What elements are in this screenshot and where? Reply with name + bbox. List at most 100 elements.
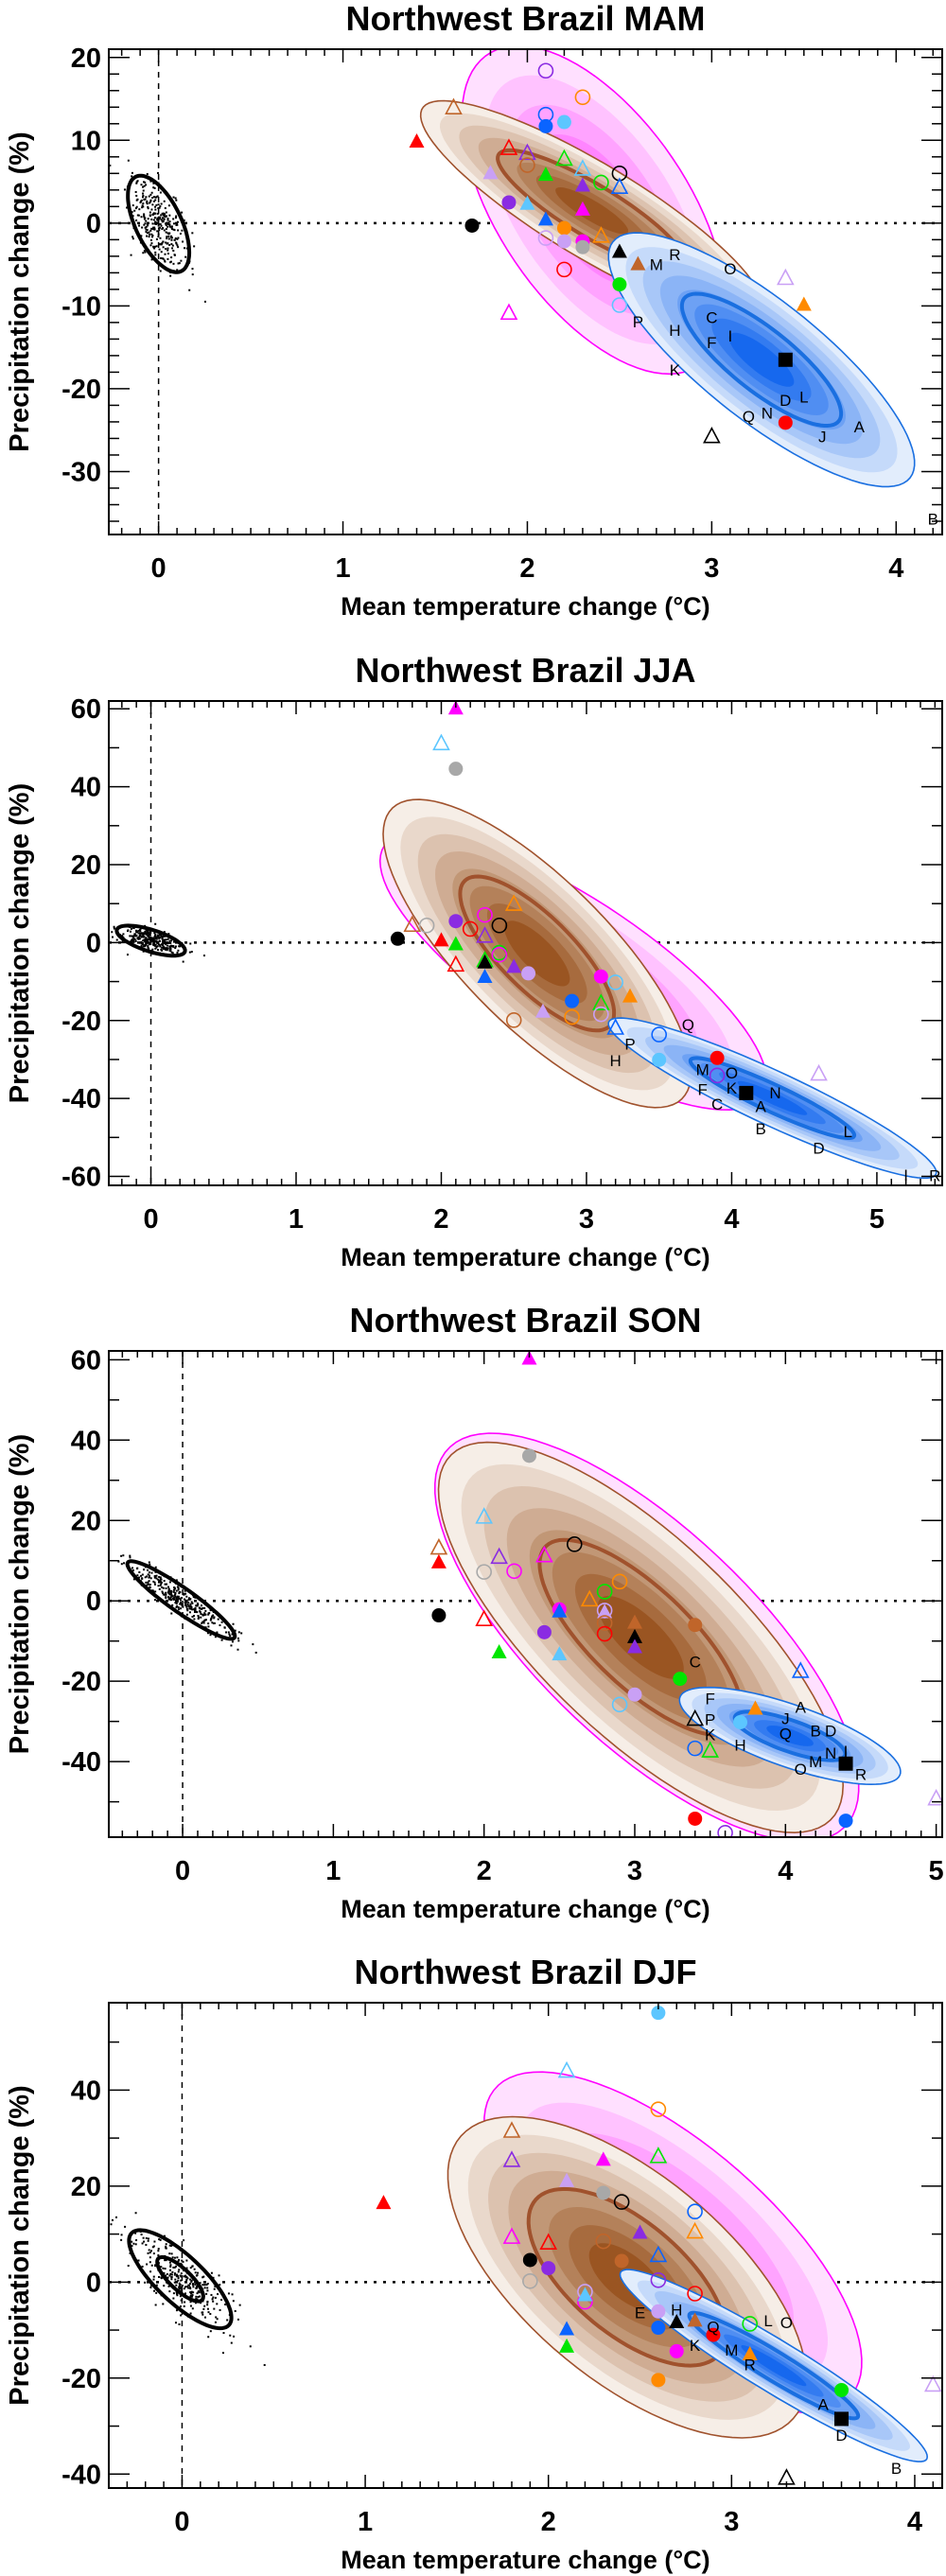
scatter-dot	[154, 217, 157, 219]
scatter-dot	[157, 233, 160, 236]
triangle-marker	[477, 954, 493, 969]
scatter-dot	[161, 936, 164, 938]
chart-panel-djf: E H Q L O K MR AD B 0 1 2 3 4 40 20 0 -20 -40 Northwest Bra…	[5, 1953, 943, 2574]
scatter-dot	[167, 2285, 170, 2287]
scatter-dot	[203, 2287, 206, 2289]
scatter-dot	[149, 202, 151, 204]
scatter-dot	[166, 237, 168, 240]
scatter-dot	[160, 948, 163, 951]
scatter-dot	[231, 1640, 234, 1643]
scatter-dot	[148, 2249, 150, 2252]
scatter-dot	[140, 942, 143, 945]
scatter-dot	[182, 1604, 184, 1607]
triangle-marker	[403, 915, 422, 933]
scatter-dot	[213, 2307, 216, 2310]
scatter-dot	[145, 941, 148, 944]
scatter-dot	[149, 244, 152, 247]
scatter-dot	[120, 2234, 123, 2236]
scatter-dot	[153, 938, 156, 940]
scatter-dot	[150, 191, 153, 194]
scatter-dot	[133, 933, 136, 936]
scatter-dot	[152, 246, 155, 249]
scatter-dot	[146, 2263, 149, 2266]
scatter-dot	[143, 181, 146, 184]
scatter-dot	[159, 222, 162, 225]
scatter-dot	[172, 945, 175, 948]
scatter-dot	[189, 2278, 192, 2281]
scatter-dot	[163, 215, 166, 218]
scatter-dot	[149, 937, 151, 939]
scatter-dot	[158, 218, 161, 220]
scatter-dot	[148, 936, 150, 938]
scatter-dot	[167, 1587, 170, 1590]
scatter-dot	[199, 1611, 201, 1614]
scatter-dot	[146, 930, 149, 933]
scatter-dot	[158, 2238, 161, 2241]
scatter-dot	[203, 1614, 206, 1617]
scatter-dot	[161, 1590, 164, 1593]
scatter-dot	[196, 1611, 199, 1614]
scatter-dot	[135, 181, 138, 184]
scatter-dot	[224, 2303, 227, 2305]
scatter-dot	[165, 227, 167, 230]
scatter-dot	[154, 1576, 157, 1579]
x-tick-label: 1	[289, 1204, 304, 1235]
circle-marker	[464, 218, 480, 233]
x-tick-label: 3	[579, 1204, 594, 1235]
scatter-dot	[180, 2262, 183, 2265]
scatter-dot	[163, 946, 166, 949]
scatter-dot	[165, 943, 167, 946]
scatter-dot	[127, 159, 130, 162]
scatter-dot	[142, 202, 145, 205]
scatter-dot	[203, 2284, 206, 2287]
scatter-dot	[145, 219, 148, 222]
scatter-dot	[134, 934, 137, 937]
scatter-dot	[146, 200, 149, 202]
scatter-dot	[154, 1566, 157, 1568]
triangle-marker	[791, 1661, 810, 1678]
ellipse-blue-contour	[688, 1056, 857, 1140]
scatter-dot	[206, 2287, 209, 2289]
scatter-dot	[134, 2243, 137, 2246]
scatter-dot	[201, 2276, 204, 2279]
circle-marker	[717, 1825, 733, 1837]
scatter-dot	[145, 929, 148, 932]
scatter-dot	[169, 950, 172, 953]
y-tick-label: 0	[86, 209, 101, 239]
triangle-marker	[627, 1628, 643, 1643]
triangle-marker	[447, 936, 464, 951]
x-tick-label: 0	[143, 1204, 158, 1235]
scatter-dot	[157, 227, 160, 230]
scatter-dot	[187, 2284, 190, 2287]
triangle-marker	[521, 1351, 537, 1365]
scatter-dot	[150, 233, 153, 236]
scatter-dot	[203, 2304, 206, 2307]
square-marker	[739, 1085, 754, 1100]
scatter-dot	[140, 184, 143, 186]
scatter-dot	[154, 220, 157, 223]
scatter-dot	[144, 930, 147, 933]
scatter-dot	[143, 223, 146, 226]
triangle-marker	[477, 969, 493, 984]
scatter-dot	[176, 2273, 179, 2276]
scatter-dot	[159, 1578, 162, 1581]
scatter-dot	[159, 191, 162, 194]
triangle-marker	[669, 2313, 685, 2328]
scatter-dot	[177, 246, 180, 249]
model-letter-label: M	[650, 256, 663, 274]
scatter-dot	[152, 1580, 155, 1583]
scatter-dot	[135, 194, 138, 197]
scatter-dot	[124, 2225, 127, 2228]
scatter-dot	[207, 2336, 210, 2339]
scatter-dot	[147, 946, 149, 949]
scatter-dot	[163, 259, 166, 262]
scatter-dot	[206, 2307, 209, 2310]
ellipse-brown-level	[597, 1596, 684, 1679]
model-letter-label: B	[928, 510, 938, 528]
scatter-dot	[131, 940, 134, 943]
scatter-dot	[162, 943, 165, 946]
scatter-dot	[111, 2218, 114, 2221]
circle-marker	[556, 261, 572, 278]
scatter-dot	[162, 1593, 165, 1596]
scatter-dot	[168, 1581, 171, 1584]
